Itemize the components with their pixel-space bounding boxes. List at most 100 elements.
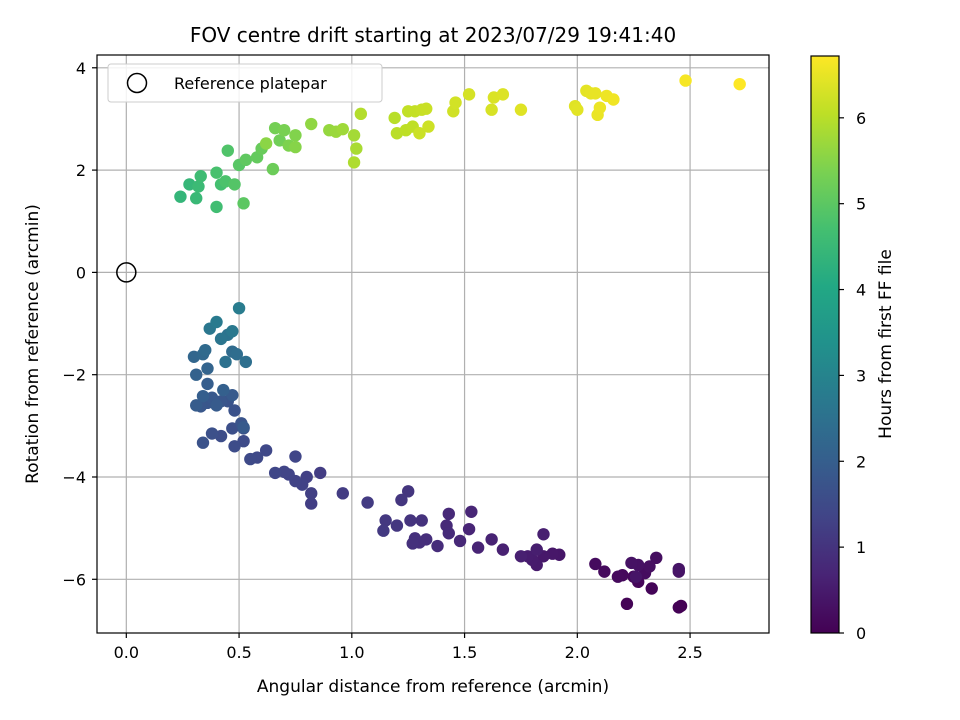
data-point (401, 485, 415, 498)
data-point (571, 103, 584, 116)
data-point (289, 450, 302, 463)
data-point (453, 534, 467, 548)
data-point (589, 87, 602, 100)
data-point (422, 120, 435, 133)
colorbar-tick-label: 1 (856, 538, 866, 557)
data-point (237, 197, 250, 210)
data-point (485, 103, 498, 116)
y-tick-label: −6 (62, 570, 86, 589)
data-point (228, 440, 241, 453)
plot-frame (96, 54, 770, 634)
data-point (201, 362, 214, 375)
colorbar-frame (810, 55, 840, 634)
legend: Reference platepar (107, 63, 383, 103)
colorbar-label: Hours from first FF file (876, 249, 896, 439)
colorbar-ticks: 0 1 2 3 4 5 6 (839, 109, 866, 643)
data-point (244, 452, 257, 466)
data-point (210, 166, 223, 179)
chart-title: FOV centre drift starting at 2023/07/29 … (190, 23, 676, 47)
y-axis-label: Rotation from reference (arcmin) (23, 204, 43, 484)
data-point (201, 377, 214, 391)
data-point (228, 404, 241, 417)
data-point (514, 550, 528, 563)
colorbar-tick-label: 2 (856, 452, 866, 471)
data-point (192, 180, 205, 193)
colorbar-tick-label: 6 (856, 109, 866, 128)
data-point (377, 524, 390, 537)
data-point (232, 301, 246, 315)
legend-open-circle-marker (126, 72, 148, 94)
data-point (462, 88, 476, 101)
data-point (194, 170, 207, 183)
data-point (239, 355, 253, 369)
data-point (485, 533, 498, 546)
data-point (611, 570, 625, 583)
data-point (305, 487, 318, 500)
data-point (449, 96, 462, 109)
data-point (406, 537, 419, 550)
data-point (217, 383, 230, 397)
y-tick-label: 4 (76, 59, 86, 78)
colorbar-tick-label: 5 (856, 195, 866, 214)
data-point (219, 355, 232, 369)
data-point (174, 190, 187, 203)
data-point (228, 178, 241, 191)
data-point (226, 325, 239, 338)
data-point (388, 111, 401, 125)
x-tick-label: 0.0 (114, 643, 139, 662)
data-point (496, 543, 510, 556)
data-point (205, 427, 219, 440)
x-axis-label: Angular distance from reference (arcmin) (257, 677, 609, 697)
data-point (625, 556, 638, 570)
legend-box (107, 63, 383, 103)
y-tick-label: 2 (76, 161, 86, 180)
data-point (273, 134, 286, 147)
data-point (404, 514, 417, 527)
data-point (593, 101, 607, 114)
data-point (431, 539, 444, 553)
data-point (361, 496, 374, 509)
data-point (266, 162, 280, 176)
data-point (530, 543, 543, 556)
data-point (237, 434, 250, 448)
data-point (196, 389, 210, 403)
data-point (420, 102, 433, 115)
data-point (221, 144, 234, 157)
data-point (413, 127, 426, 140)
y-tick-label: −4 (62, 468, 86, 487)
data-point (589, 557, 602, 571)
colorbar-tick-label: 3 (856, 366, 866, 385)
data-point (650, 551, 663, 565)
data-points (174, 74, 746, 614)
data-point (289, 140, 302, 154)
x-tick-label: 1.0 (339, 643, 364, 662)
data-point (415, 514, 428, 527)
data-point (336, 487, 349, 500)
data-point (629, 570, 643, 583)
data-point (277, 123, 291, 137)
y-tick-label: −2 (62, 366, 86, 385)
data-point (643, 560, 656, 573)
data-point (442, 507, 455, 521)
data-point (314, 466, 327, 480)
data-point (259, 137, 273, 150)
data-point (471, 541, 485, 554)
data-point (537, 528, 550, 541)
data-point (210, 200, 223, 214)
data-point (190, 368, 203, 381)
data-point (620, 597, 634, 611)
data-point (395, 493, 408, 507)
data-point (210, 315, 223, 329)
data-point (196, 436, 210, 449)
data-point (390, 519, 404, 532)
data-point (347, 129, 361, 142)
x-tick-label: 0.5 (226, 643, 251, 662)
data-point (230, 348, 244, 361)
x-tick-label: 2.0 (565, 643, 590, 662)
data-point (289, 129, 302, 142)
data-point (672, 601, 685, 614)
data-point (496, 88, 510, 101)
data-point (465, 505, 478, 518)
reference-marker-group (116, 262, 137, 283)
